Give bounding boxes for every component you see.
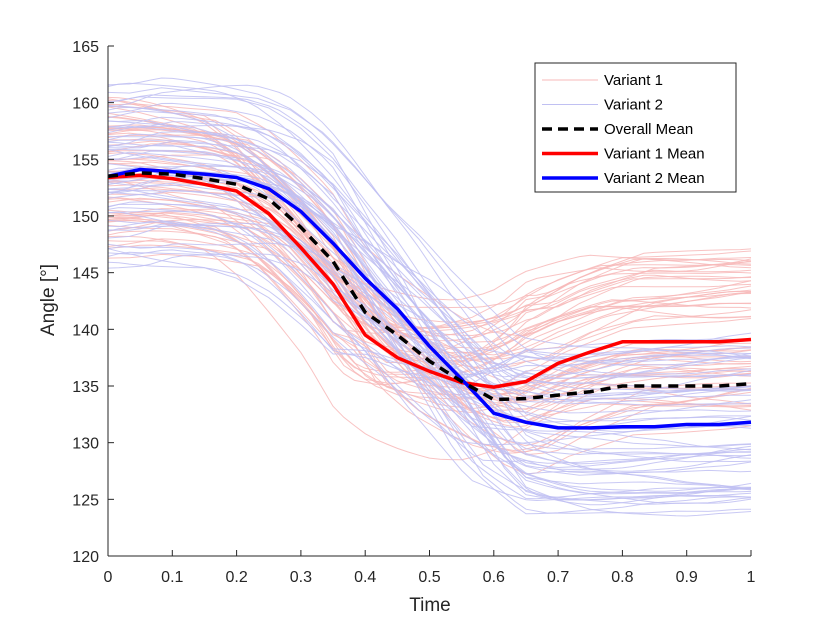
mean-lines <box>107 167 752 430</box>
y-tick-label: 125 <box>72 492 99 509</box>
x-tick-label: 0.6 <box>483 569 505 586</box>
variant-2-trace <box>107 211 752 448</box>
legend-label: Variant 2 Mean <box>604 170 705 187</box>
variant-2-trace <box>107 201 752 450</box>
legend-box <box>534 62 737 193</box>
variant-2-trace <box>107 148 752 433</box>
variant-2-trace <box>107 222 752 422</box>
variant-2-trace <box>107 96 752 405</box>
variant-1-trace <box>107 235 752 461</box>
y-axis-ticks: 120 125 130 135 140 145 150 155 160 165 <box>72 39 114 566</box>
variant-2-trace <box>107 165 752 428</box>
variant-2-trace <box>107 94 752 501</box>
variant-2-trace <box>107 139 752 500</box>
overall-mean-line <box>107 171 752 402</box>
legend-label: Variant 1 <box>604 72 663 89</box>
x-tick-label: 0.8 <box>611 569 633 586</box>
y-tick-label: 135 <box>72 379 99 396</box>
variant-1-trace <box>107 152 752 337</box>
x-tick-label: 0.4 <box>354 569 376 586</box>
variant-2-trace <box>107 87 752 378</box>
legend: Variant 1 Variant 2 Overall Mean Variant 1 … <box>534 62 737 193</box>
variant-1-trace <box>108 103 752 337</box>
variant-2-trace <box>107 116 752 459</box>
variant-2-trace <box>107 180 752 398</box>
y-tick-label: 160 <box>72 96 99 113</box>
variant-2-trace <box>107 144 752 488</box>
variant-2-trace <box>107 133 751 396</box>
variant-1-trace <box>107 212 752 453</box>
variant-2-trace <box>107 189 752 505</box>
variant-2-trace <box>107 125 752 362</box>
variant-2-trace <box>107 82 752 379</box>
variant-1-trace <box>107 128 752 385</box>
variant-2-trace <box>107 210 752 446</box>
variant-1-trace <box>107 129 752 428</box>
variant-2-trace <box>107 261 752 380</box>
y-tick-label: 165 <box>72 39 99 56</box>
y-tick-label: 155 <box>72 152 99 169</box>
variant-2-trace <box>108 174 752 495</box>
y-tick-label: 145 <box>72 266 99 283</box>
variant-2-trace <box>107 125 752 379</box>
variant-2-trace <box>107 189 752 375</box>
variant-2-trace <box>107 119 752 504</box>
variant-2-trace <box>107 207 752 502</box>
variant-2-trace <box>107 141 752 470</box>
y-axis-label: Angle [°] <box>38 264 59 336</box>
x-tick-label: 0.2 <box>225 569 247 586</box>
variant-1-mean-line <box>107 173 752 389</box>
x-tick-label: 0.9 <box>676 569 698 586</box>
variant-2-trace <box>107 84 752 385</box>
plot-area <box>107 77 752 517</box>
y-tick-label: 130 <box>72 436 99 453</box>
variant-1-trace <box>107 128 752 419</box>
variant-2-trace <box>107 121 751 455</box>
y-tick-label: 140 <box>72 322 99 339</box>
variant-2-trace <box>107 151 751 514</box>
variant-2-trace <box>107 77 752 359</box>
x-tick-label: 0.5 <box>418 569 440 586</box>
legend-label: Variant 2 <box>604 97 663 114</box>
x-axis-label: Time <box>409 595 451 616</box>
x-tick-label: 0.1 <box>161 569 183 586</box>
y-tick-label: 150 <box>72 209 99 226</box>
x-tick-label: 0.3 <box>290 569 312 586</box>
variant-2-trace <box>107 203 752 377</box>
legend-label: Variant 1 Mean <box>604 146 705 163</box>
legend-label: Overall Mean <box>604 121 693 138</box>
variant-2-trace <box>107 251 751 464</box>
y-tick-label: 120 <box>72 549 99 566</box>
x-tick-label: 0.7 <box>547 569 569 586</box>
variant-2-trace <box>107 120 751 423</box>
x-tick-label: 0 <box>104 569 113 586</box>
variant-2-trace <box>107 248 752 380</box>
x-axis-ticks: 0 0.1 0.2 0.3 0.4 0.5 0.6 0.7 0.8 0.9 1 <box>104 550 756 586</box>
variant-2-mean-line <box>107 167 752 430</box>
variant-2-trace <box>107 188 752 376</box>
x-tick-label: 1 <box>747 569 756 586</box>
variant-2-trace <box>107 104 752 490</box>
